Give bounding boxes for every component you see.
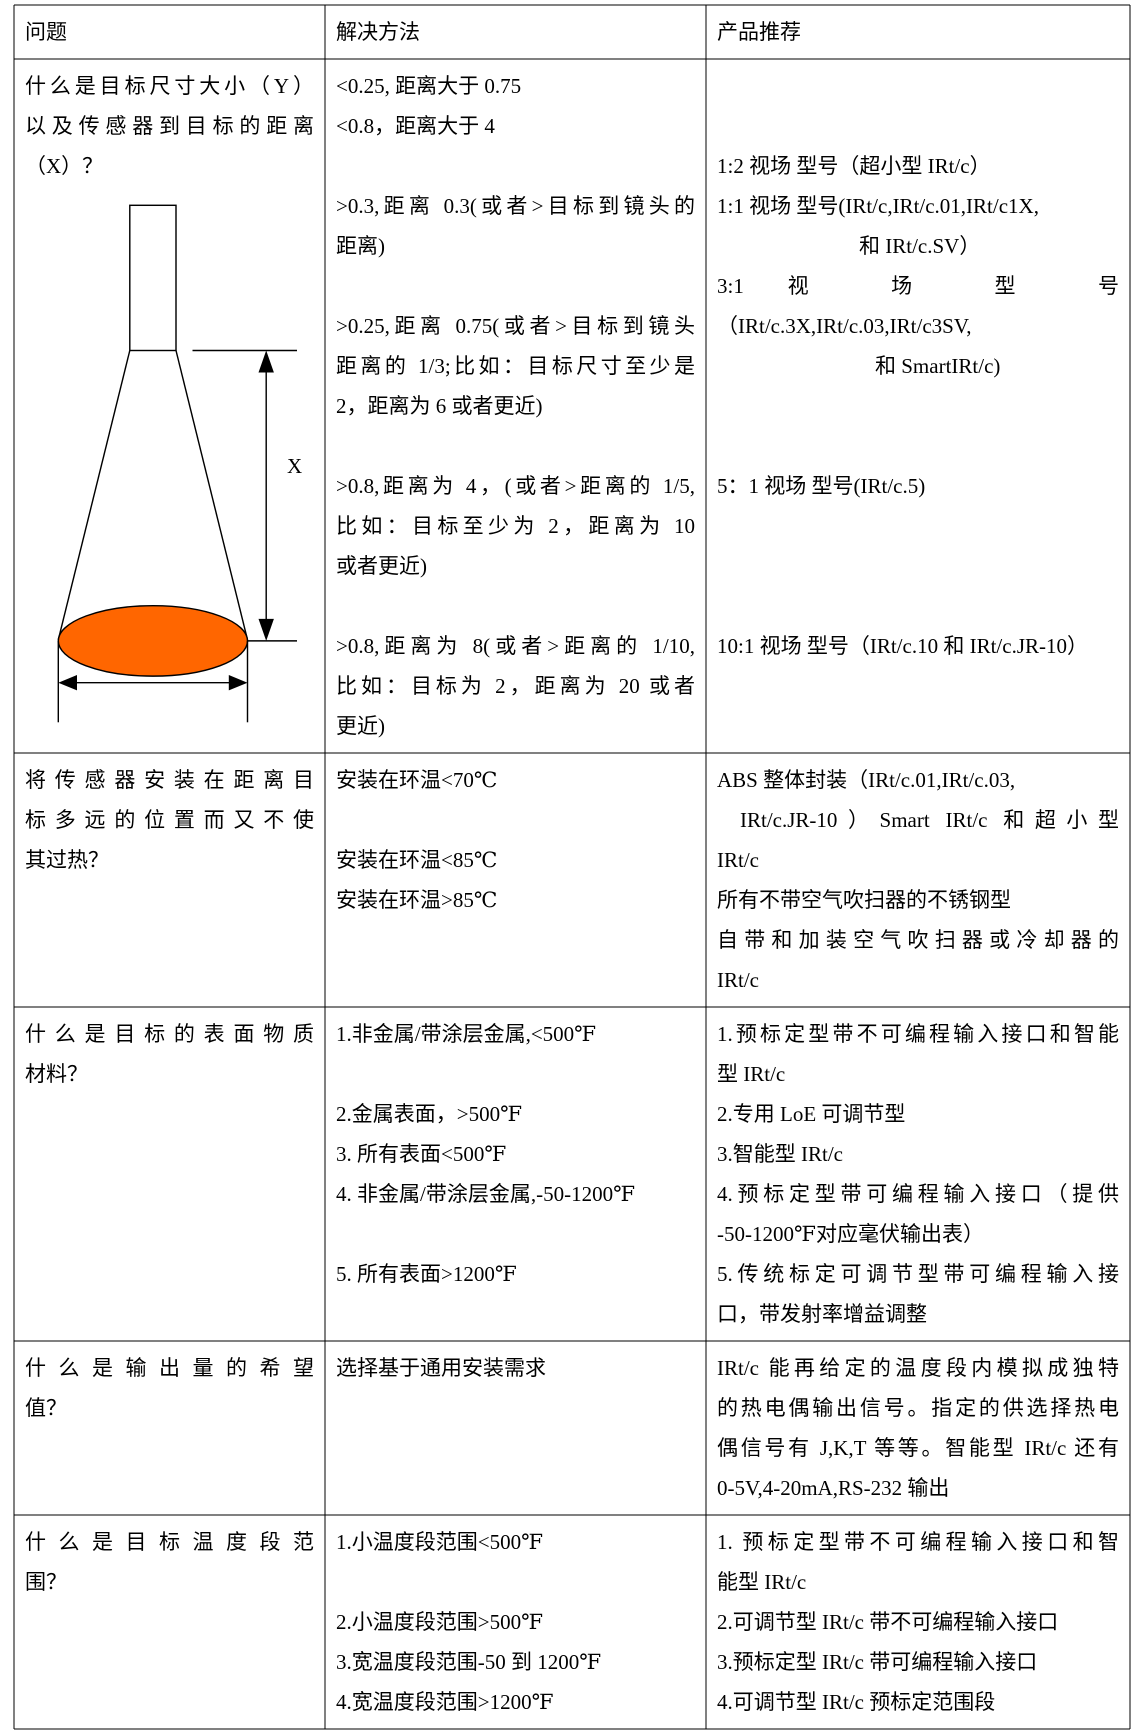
cell-text: IRt/c [717,968,759,992]
cell-text: 材料？ [25,1062,88,1086]
cell-text: 安装在环温>85℃ [336,888,498,912]
cell-text: 型 IRt/c [717,1062,786,1086]
cell-text: 能型 IRt/c [717,1570,807,1594]
cell-text: 产品推荐 [717,20,801,44]
cell-text: 4.宽温度段范围>1200℉ [336,1690,554,1714]
cell-text: 安装在环温<70℃ [336,768,498,792]
cell-text: 3:1 视 场 型 号 [717,274,1119,298]
cell-text: 10:1 视场 型号（IRt/c.10 和 IRt/c.JR-10） [717,634,1088,658]
cell-text: 3.宽温度段范围-50 到 1200℉ [336,1650,602,1674]
target-diagram [57,204,298,723]
cell-text: <0.25, 距离大于 0.75 [336,74,522,98]
cell-text: -50-1200℉对应毫伏输出表） [717,1222,984,1246]
cell-text: 标多远的位置而又不使 [25,808,314,832]
cell-text: 1:2 视场 型号（超小型 IRt/c） [717,154,991,178]
cone-edge [57,350,131,640]
cell-text: 2.小温度段范围>500℉ [336,1610,544,1634]
cell-text: IRt/c 能再给定的温度段内模拟成独特 [717,1356,1119,1380]
cell-text: 或者更近) [336,554,427,578]
cell-text: 1:1 视场 型号(IRt/c,IRt/c.01,IRt/c1X, [717,194,1039,218]
cell-text: 选择基于通用安装需求 [336,1356,546,1380]
cell-text: 以及传感器到目标的距离 [25,114,314,138]
cell-text: 问题 [25,20,67,44]
cell-text: 将传感器安装在距离目 [25,768,314,792]
cell-text: 4.预标定型带可编程输入接口（提供 [717,1182,1119,1206]
cell-text: 围？ [25,1570,67,1594]
cell-text: 比如：目标为 2，距离为 20 或者 [336,674,695,698]
cell-text: >0.8,距离为 8(或者>距离的 1/10, [336,634,695,658]
cell-text: 3.预标定型 IRt/c 带可编程输入接口 [717,1650,1038,1674]
cell-text: 比如：目标至少为 2，距离为 10 [336,514,695,538]
cell-text: 2.专用 LoE 可调节型 [717,1102,906,1126]
cell-text: （X）？ [25,154,104,178]
cell-text: <0.8，距离大于 4 [336,114,495,138]
cell-text: 什么是输出量的希望 [25,1356,314,1380]
cell-text: 其过热？ [25,848,109,872]
cell-text: 什么是目标的表面物质 [25,1022,314,1046]
cell-text: 的热电偶输出信号。指定的供选择热电 [717,1396,1119,1420]
cell-text: >0.8,距离为 4，(或者>距离的 1/5, [336,474,695,498]
cell-text: 2，距离为 6 或者更近) [336,394,543,418]
cell-text: 3.智能型 IRt/c [717,1142,843,1166]
cell-text: 5：1 视场 型号(IRt/c.5) [717,474,926,498]
cell-text: 距离) [336,234,385,258]
cell-text: 1. 预标定型带不可编程输入接口和智 [717,1530,1119,1554]
distance-label: X [287,454,303,478]
cell-text: >0.3,距离 0.3(或者>目标到镜头的 [336,194,695,218]
cell-text: 0-5V,4-20mA,RS-232 输出 [717,1476,950,1500]
sensor-body [129,204,177,352]
cell-text: 4. 非金属/带涂层金属,-50-1200℉ [336,1182,636,1206]
cell-text: 4.可调节型 IRt/c 预标定范围段 [717,1690,996,1714]
cell-text: （IRt/c.3X,IRt/c.03,IRt/c3SV, [717,314,972,338]
cell-text: 1.小温度段范围<500℉ [336,1530,544,1554]
cell-text: 1.预标定型带不可编程输入接口和智能 [717,1022,1119,1046]
cell-text: ABS 整体封装（IRt/c.01,IRt/c.03, [717,768,1016,792]
cell-text: 自带和加装空气吹扫器或冷却器的 [717,928,1119,952]
cell-text: 什么是目标温度段范 [25,1530,314,1554]
cell-text: 更近) [336,714,385,738]
cell-text: 5.传统标定可调节型带可编程输入接 [717,1262,1119,1286]
cell-text: 2.可调节型 IRt/c 带不可编程输入接口 [717,1610,1059,1634]
cell-text: >0.25,距离 0.75(或者>目标到镜头 [336,314,695,338]
cell-text: 所有不带空气吹扫器的不锈钢型 [717,888,1011,912]
cell-text: 和 IRt/c.SV） [859,234,981,258]
cell-text: 解决方法 [336,20,420,44]
cell-text: IRt/c.JR-10）Smart IRt/c 和超小型 [740,808,1119,832]
cell-text: 和 SmartIRt/c) [875,354,1001,378]
cell-text: 2.金属表面，>500℉ [336,1102,523,1126]
cell-text: 值？ [25,1396,67,1420]
cell-text: 3. 所有表面<500℉ [336,1142,507,1166]
cell-text: 偶信号有 J,K,T 等等。智能型 IRt/c 还有 [717,1436,1119,1460]
cell-text: 距离的 1/3;比如：目标尺寸至少是 [336,354,695,378]
cell-text: 5. 所有表面>1200℉ [336,1262,517,1286]
cell-text: 1.非金属/带涂层金属,<500℉ [336,1022,597,1046]
cell-text: 什么是目标尺寸大小（Y） [25,74,314,98]
cone-edge [175,350,249,640]
cell-text: 安装在环温<85℃ [336,848,498,872]
cell-text: 口，带发射率增益调整 [717,1302,927,1326]
target-spot [57,604,249,677]
cell-text: IRt/c [717,848,759,872]
